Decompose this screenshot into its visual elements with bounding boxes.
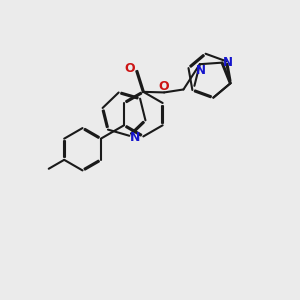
Text: O: O [124, 61, 135, 75]
Text: N: N [130, 131, 140, 144]
Text: N: N [222, 56, 233, 69]
Text: O: O [159, 80, 170, 93]
Text: N: N [196, 64, 206, 77]
